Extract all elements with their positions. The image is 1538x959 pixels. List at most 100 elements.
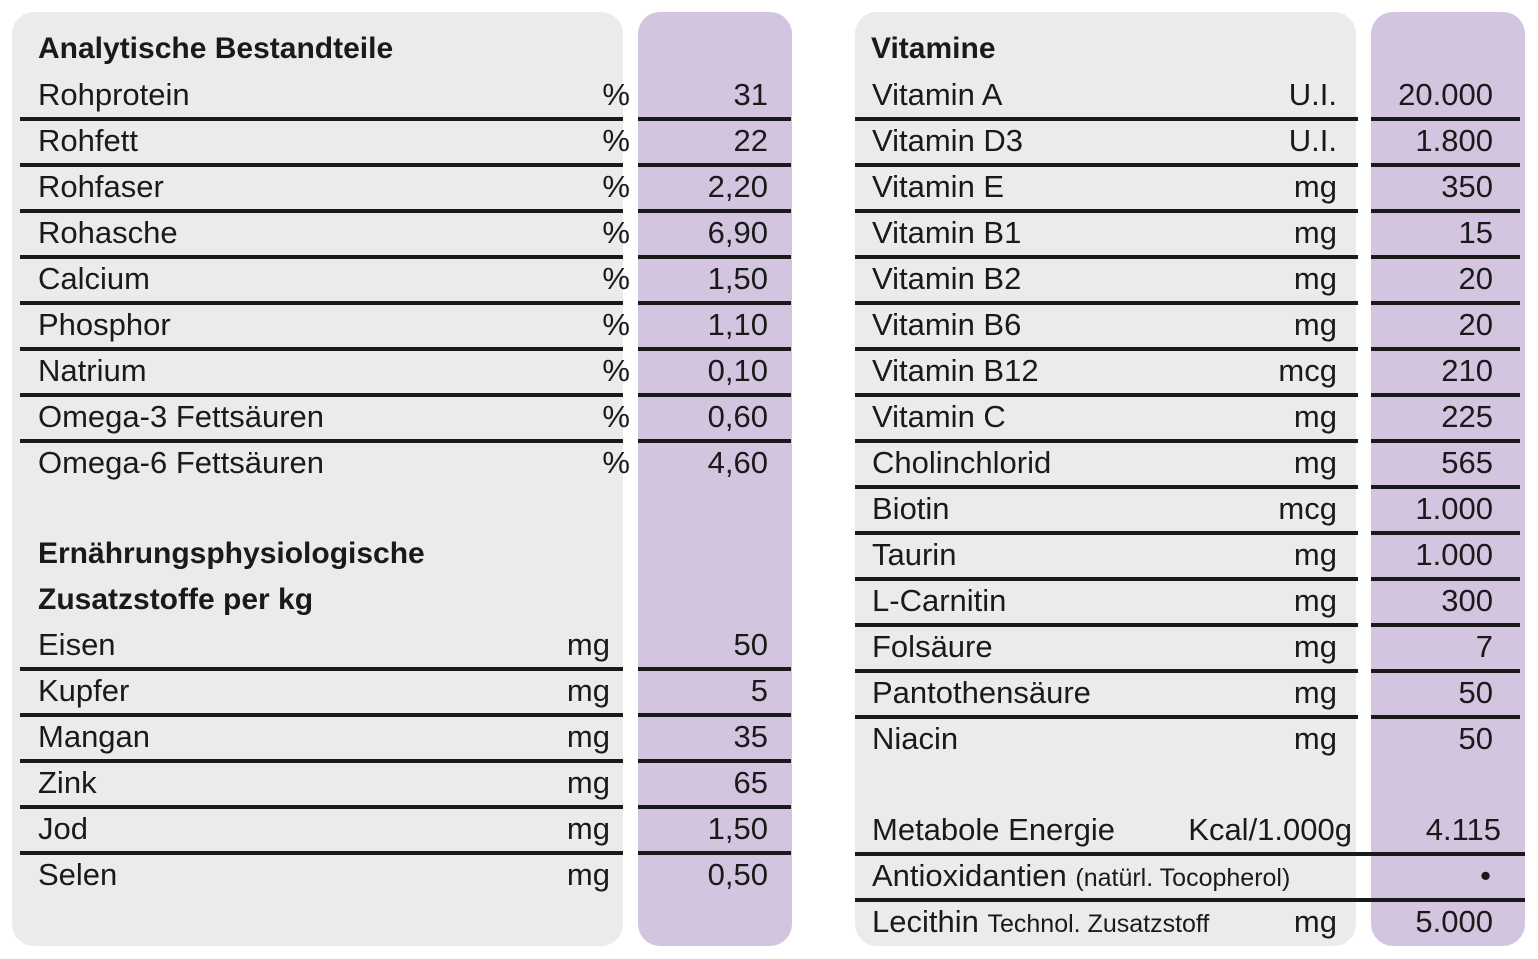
row-unit: mg [1293, 399, 1337, 434]
table-row: Vitamin B2 mg 20 [855, 257, 1520, 305]
row-divider [855, 301, 1358, 305]
row-divider [855, 531, 1358, 535]
row-name: Vitamin B1 [872, 215, 1022, 250]
row-unit: mg [1293, 169, 1337, 204]
row-name: Vitamin E [872, 169, 1005, 204]
heading-vitamine: Vitamine [871, 32, 996, 65]
row-name: Natrium [38, 353, 147, 388]
row-divider [855, 852, 1525, 856]
table-row: Vitamin A U.I. 20.000 [855, 73, 1520, 121]
value-divider [1371, 393, 1520, 397]
row-value: 20 [1458, 307, 1493, 342]
row-value: 50 [733, 627, 768, 662]
row-unit: mg [1293, 629, 1337, 664]
row-value: 1.800 [1415, 123, 1493, 158]
row-value: 0,50 [707, 857, 768, 892]
row-name: Biotin [872, 491, 950, 526]
table-row: Taurin mg 1.000 [855, 533, 1520, 581]
row-unit: % [602, 169, 630, 204]
table-row: Rohfaser% 2,20 [20, 165, 791, 213]
value-divider [1371, 623, 1520, 627]
table-row: Calcium% 1,50 [20, 257, 791, 305]
right-value-column [1371, 12, 1525, 946]
row-unit: U.I. [1288, 77, 1337, 112]
row-unit: mcg [1278, 353, 1337, 388]
right-panel [855, 12, 1356, 946]
row-divider [855, 485, 1358, 489]
row-name: L-Carnitin [872, 583, 1007, 618]
row-value: 20.000 [1398, 77, 1493, 112]
table-row: Rohfett% 22 [20, 119, 791, 167]
row-name: Selen [38, 857, 118, 892]
table-row: Vitamin C mg 225 [855, 395, 1520, 443]
row-unit: mg [1293, 537, 1337, 572]
row-unit: mg [1293, 721, 1337, 756]
table-row: Vitamin B12 mcg 210 [855, 349, 1520, 397]
left-panel [12, 12, 623, 946]
table-row: Mangan mg 35 [20, 715, 791, 763]
row-divider [855, 393, 1358, 397]
row-unit: mg [566, 673, 610, 708]
row-unit: % [602, 307, 630, 342]
row-divider [20, 117, 623, 121]
value-divider [638, 667, 791, 671]
row-value: 7 [1475, 629, 1493, 664]
heading-analytische-bestandteile: Analytische Bestandteile [38, 32, 394, 65]
value-divider [638, 851, 791, 855]
left-value-column [638, 12, 792, 946]
row-name: Zink [38, 765, 97, 800]
row-value: 1.000 [1415, 491, 1493, 526]
value-divider [1371, 439, 1520, 443]
row-name: Vitamin B6 [872, 307, 1022, 342]
row-name: Rohfaser [38, 169, 164, 204]
row-unit: % [602, 399, 630, 434]
row-divider [855, 669, 1358, 673]
row-unit: mg [566, 765, 610, 800]
row-name: Niacin [872, 721, 959, 756]
row-value: 50 [1458, 721, 1493, 756]
table-row: Biotin mcg 1.000 [855, 487, 1520, 535]
table-row: Pantothensäure mg 50 [855, 671, 1520, 719]
value-divider [1371, 669, 1520, 673]
row-divider [20, 347, 623, 351]
row-divider [20, 759, 623, 763]
row-name: Omega-3 Fettsäuren [38, 399, 325, 434]
row-divider [20, 851, 623, 855]
lecithin-row: Lecithin Technol. Zusatzstoff mg 5.000 [855, 900, 1525, 946]
row-name: Taurin [872, 537, 957, 572]
row-divider [20, 667, 623, 671]
table-row: L-Carnitin mg 300 [855, 579, 1520, 627]
value-divider [1371, 301, 1520, 305]
table-row: Jod mg 1,50 [20, 807, 791, 855]
row-unit: mg [566, 627, 610, 662]
row-value: 50 [1458, 675, 1493, 710]
table-row: Cholinchlorid mg 565 [855, 441, 1520, 489]
row-divider [855, 623, 1358, 627]
table-row: Omega-3 Fettsäuren% 0,60 [20, 395, 791, 443]
row-name: Phosphor [38, 307, 171, 342]
row-unit: mcg [1278, 491, 1337, 526]
row-value: 15 [1458, 215, 1493, 250]
row-name: Rohprotein [38, 77, 190, 112]
value-divider [638, 255, 791, 259]
table-row: Folsäure mg 7 [855, 625, 1520, 673]
row-value: 65 [733, 765, 768, 800]
row-divider [855, 163, 1358, 167]
row-value: 20 [1458, 261, 1493, 296]
row-value: 5 [750, 673, 768, 708]
table-row: Natrium% 0,10 [20, 349, 791, 397]
value-divider [638, 163, 791, 167]
row-value: 1,10 [707, 307, 768, 342]
table-row: Niacin mg 50 [855, 717, 1520, 763]
row-name: Folsäure [872, 629, 993, 664]
row-divider [855, 577, 1358, 581]
antioxidants-note: (natürl. Tocopherol) [1075, 864, 1291, 892]
row-value: 2,20 [707, 169, 768, 204]
row-value: 1.000 [1415, 537, 1493, 572]
table-row: Vitamin B1 mg 15 [855, 211, 1520, 259]
table-row: Vitamin E mg 350 [855, 165, 1520, 213]
row-unit: mg [566, 857, 610, 892]
row-unit: % [602, 215, 630, 250]
row-divider [20, 393, 623, 397]
row-value: 350 [1441, 169, 1493, 204]
